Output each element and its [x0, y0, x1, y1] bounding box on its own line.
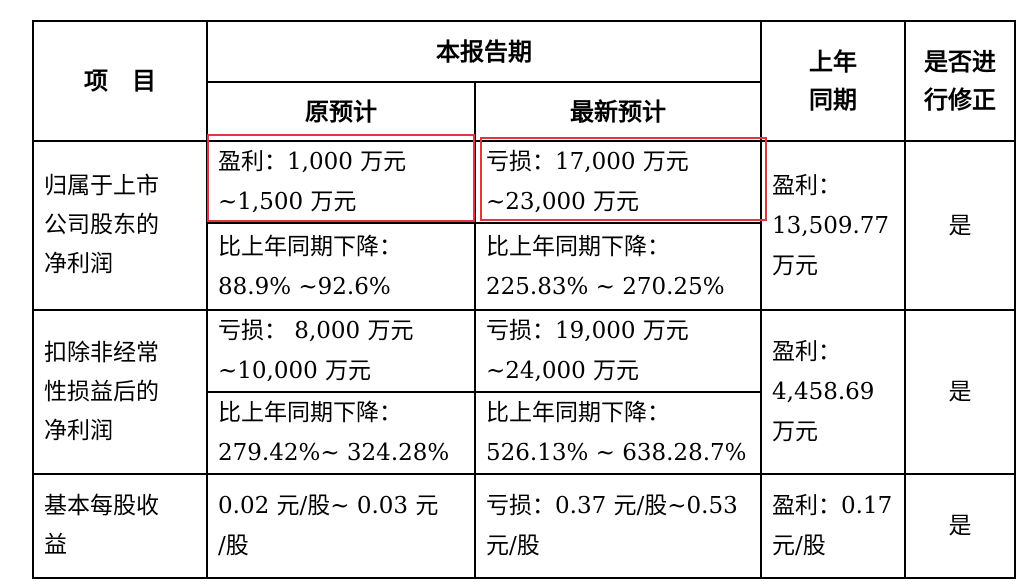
- original-amount-cell: 亏损： 8,000 万元 ~10,000 万元: [206, 309, 476, 393]
- earnings-forecast-table: 项 目 本报告期 上年 同期 是否进 行修正 原预计 最新预计 归属于上市 公司…: [32, 20, 1016, 579]
- header-period: 本报告期: [206, 20, 762, 83]
- latest-amount-line: 亏损：0.37 元/股~0.53: [486, 493, 738, 519]
- prior-year-line: 4,458.69: [772, 379, 875, 405]
- latest-amount-cell: 亏损：19,000 万元 ~24,000 万元: [474, 309, 762, 393]
- original-amount-cell: 0.02 元/股~ 0.03 元 /股: [206, 473, 476, 579]
- table-row: 比上年同期下降： 88.9% ~92.6% 比上年同期下降： 225.83% ~…: [33, 222, 1015, 311]
- latest-change-cell: 比上年同期下降： 526.13% ~ 638.28.7%: [474, 391, 762, 475]
- table-row: 扣除非经常 性损益后的 净利润 亏损： 8,000 万元 ~10,000 万元 …: [32, 309, 1016, 475]
- row-label-line: 性损益后的: [44, 378, 159, 405]
- original-amount-line: /股: [218, 533, 249, 559]
- latest-amount-line: 亏损：19,000 万元: [486, 318, 689, 344]
- original-amount-cell: 盈利：1,000 万元 ~1,500 万元: [206, 140, 476, 224]
- header-prior-year-line1: 上年: [809, 48, 857, 76]
- table-row: 基本每股收 益 0.02 元/股~ 0.03 元 /股 亏损：0.37 元/股~…: [32, 473, 1016, 579]
- row-label-line: 扣除非经常: [44, 339, 159, 366]
- row-label-line: 净利润: [44, 251, 113, 277]
- latest-change-line: 比上年同期下降：: [486, 400, 670, 426]
- original-amount-line: 亏损： 8,000 万元: [218, 318, 414, 344]
- header-latest: 最新预计: [474, 81, 762, 142]
- prior-year-cell: 盈利： 13,509.77 万元: [760, 140, 906, 311]
- revised-cell: 是: [904, 309, 1016, 475]
- header-original: 原预计: [206, 81, 476, 142]
- prior-year-line: 盈利：: [772, 172, 841, 199]
- prior-year-line: 万元: [772, 252, 818, 279]
- original-change-line: 比上年同期下降：: [218, 233, 402, 260]
- latest-change-line: 526.13% ~ 638.28.7%: [486, 440, 747, 466]
- header-row-2: 原预计 最新预计: [33, 81, 1015, 142]
- forecast-table-wrapper: 项 目 本报告期 上年 同期 是否进 行修正 原预计 最新预计 归属于上市 公司…: [32, 20, 1016, 579]
- latest-amount-cell: 亏损：17,000 万元 ~23,000 万元: [474, 140, 762, 224]
- header-revised-line1: 是否进: [924, 48, 996, 76]
- latest-amount-line: ~23,000 万元: [486, 189, 640, 215]
- original-change-line: 279.42%~ 324.28%: [218, 440, 450, 466]
- latest-change-line: 225.83% ~ 270.25%: [486, 273, 725, 300]
- original-change-line: 比上年同期下降：: [218, 400, 402, 426]
- header-row-1: 项 目 本报告期 上年 同期 是否进 行修正: [32, 20, 1016, 142]
- latest-amount-line: ~24,000 万元: [486, 358, 640, 384]
- header-revised: 是否进 行修正: [904, 20, 1016, 142]
- prior-year-line: 盈利：: [772, 339, 841, 365]
- original-change-cell: 比上年同期下降： 279.42%~ 324.28%: [206, 391, 476, 475]
- original-amount-line: ~10,000 万元: [218, 358, 372, 384]
- prior-year-line: 万元: [772, 419, 818, 445]
- header-prior-year: 上年 同期: [760, 20, 906, 142]
- row-label: 基本每股收 益: [32, 473, 208, 579]
- row-label-line: 净利润: [44, 417, 113, 444]
- header-prior-year-line2: 同期: [809, 86, 857, 114]
- row-label-line: 公司股东的: [44, 212, 159, 238]
- header-item: 项 目: [32, 20, 208, 142]
- latest-amount-line: 元/股: [486, 533, 540, 559]
- prior-year-line: 13,509.77: [772, 212, 890, 239]
- latest-change-line: 比上年同期下降：: [486, 233, 670, 260]
- row-label: 归属于上市 公司股东的 净利润: [32, 140, 208, 311]
- prior-year-line: 盈利：0.17: [772, 493, 893, 519]
- original-amount-line: ~1,500 万元: [218, 189, 357, 215]
- prior-year-cell: 盈利：0.17 元/股: [760, 473, 906, 579]
- prior-year-cell: 盈利： 4,458.69 万元: [760, 309, 906, 475]
- original-amount-line: 盈利：1,000 万元: [218, 149, 407, 175]
- row-label-line: 益: [44, 532, 67, 558]
- row-label-line: 归属于上市: [44, 173, 159, 199]
- revised-cell: 是: [904, 140, 1016, 311]
- row-label: 扣除非经常 性损益后的 净利润: [32, 309, 208, 475]
- table-row: 归属于上市 公司股东的 净利润 盈利：1,000 万元 ~1,500 万元 亏损…: [32, 140, 1016, 311]
- prior-year-line: 元/股: [772, 533, 826, 559]
- revised-cell: 是: [904, 473, 1016, 579]
- latest-amount-line: 亏损：17,000 万元: [486, 149, 689, 175]
- original-change-line: 88.9% ~92.6%: [218, 273, 391, 300]
- original-change-cell: 比上年同期下降： 88.9% ~92.6%: [206, 222, 476, 311]
- original-amount-line: 0.02 元/股~ 0.03 元: [218, 493, 439, 519]
- latest-amount-cell: 亏损：0.37 元/股~0.53 元/股: [474, 473, 762, 579]
- table-row: 比上年同期下降： 279.42%~ 324.28% 比上年同期下降： 526.1…: [33, 391, 1015, 475]
- header-revised-line2: 行修正: [924, 86, 996, 114]
- row-label-line: 基本每股收: [44, 493, 159, 519]
- latest-change-cell: 比上年同期下降： 225.83% ~ 270.25%: [474, 222, 762, 311]
